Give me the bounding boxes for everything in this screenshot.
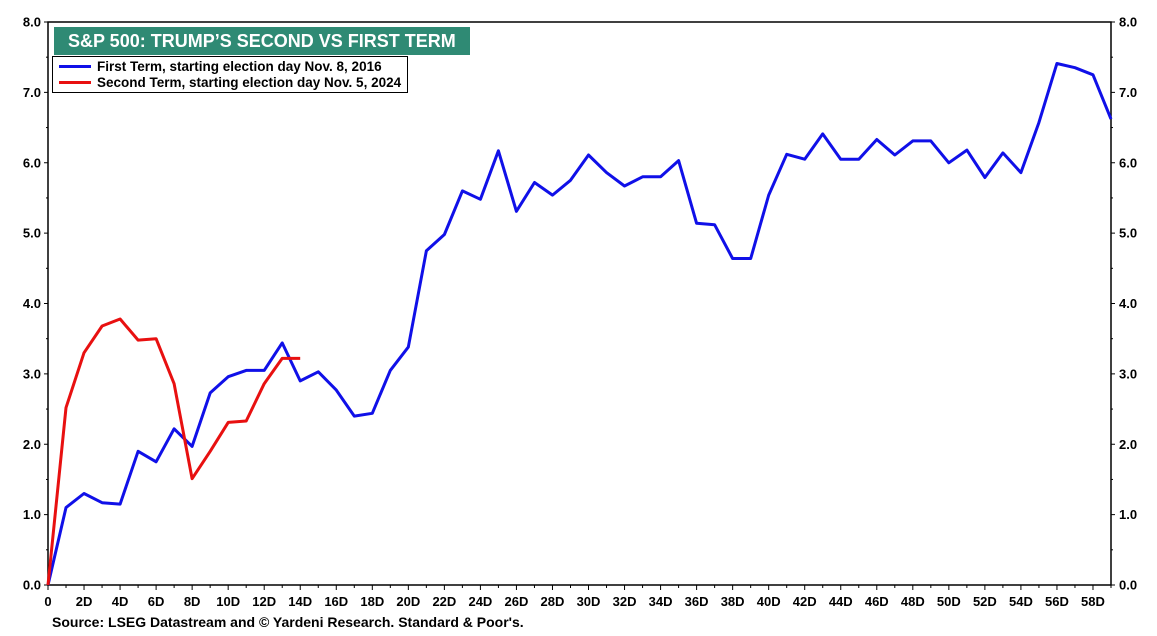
x-tick-label: 18D <box>360 594 384 609</box>
x-tick-label: 50D <box>937 594 961 609</box>
x-tick-label: 20D <box>396 594 420 609</box>
x-tick-label: 36D <box>685 594 709 609</box>
x-tick-label: 58D <box>1081 594 1105 609</box>
x-tick-label: 34D <box>649 594 673 609</box>
y-tick-label-left: 3.0 <box>23 366 41 381</box>
x-tick-label: 40D <box>757 594 781 609</box>
chart-title: S&P 500: TRUMP’S SECOND VS FIRST TERM <box>54 27 470 55</box>
y-tick-label-left: 8.0 <box>23 15 41 30</box>
x-tick-label: 32D <box>613 594 637 609</box>
legend-label-second-term: Second Term, starting election day Nov. … <box>97 74 402 90</box>
x-tick-label: 16D <box>324 594 348 609</box>
y-tick-label-right: 8.0 <box>1119 15 1137 30</box>
y-tick-label-right: 1.0 <box>1119 507 1137 522</box>
series-line-second-term <box>46 317 301 586</box>
x-tick-label: 0 <box>44 594 51 609</box>
x-tick-label: 14D <box>288 594 312 609</box>
y-tick-label-left: 5.0 <box>23 226 41 241</box>
legend: First Term, starting election day Nov. 8… <box>52 56 409 93</box>
legend-item-second-term: Second Term, starting election day Nov. … <box>59 74 401 90</box>
y-tick-label-left: 6.0 <box>23 155 41 170</box>
series-line-first-term <box>46 62 1113 586</box>
y-tick-label-left: 0.0 <box>23 578 41 593</box>
y-tick-label-left: 7.0 <box>23 85 41 100</box>
x-tick-label: 52D <box>973 594 997 609</box>
source-note: Source: LSEG Datastream and © Yardeni Re… <box>52 614 524 630</box>
x-tick-label: 30D <box>577 594 601 609</box>
x-tick-label: 8D <box>184 594 201 609</box>
y-axis-left: 0.0 1.0 2.0 3.0 4.0 5.0 6.0 7.0 8.0 <box>23 15 48 593</box>
y-tick-label-left: 4.0 <box>23 296 41 311</box>
y-tick-label-left: 2.0 <box>23 437 41 452</box>
y-tick-label-right: 5.0 <box>1119 226 1137 241</box>
x-tick-label: 6D <box>148 594 165 609</box>
legend-item-first-term: First Term, starting election day Nov. 8… <box>59 58 401 74</box>
y-tick-label-right: 6.0 <box>1119 155 1137 170</box>
y-tick-label-right: 4.0 <box>1119 296 1137 311</box>
y-axis-right: 0.0 1.0 2.0 3.0 4.0 5.0 6.0 7.0 8.0 <box>1111 15 1137 593</box>
x-tick-label: 12D <box>252 594 276 609</box>
x-tick-label: 42D <box>793 594 817 609</box>
y-tick-label-left: 1.0 <box>23 507 41 522</box>
y-tick-label-right: 3.0 <box>1119 366 1137 381</box>
x-axis: 0 2D 4D 6D 8D 10D 12D 14D 16D 18D 20D 22D 24D 26D 28D 3… <box>44 585 1112 609</box>
x-tick-label: 2D <box>76 594 93 609</box>
x-tick-label: 46D <box>865 594 889 609</box>
x-tick-label: 56D <box>1045 594 1069 609</box>
plot-area <box>47 21 1112 586</box>
x-tick-label: 26D <box>505 594 529 609</box>
legend-label-first-term: First Term, starting election day Nov. 8… <box>97 58 382 74</box>
legend-swatch-first-term <box>59 64 91 68</box>
y-tick-label-right: 2.0 <box>1119 437 1137 452</box>
x-tick-label: 24D <box>468 594 492 609</box>
x-tick-label: 38D <box>721 594 745 609</box>
x-tick-label: 44D <box>829 594 853 609</box>
y-tick-label-right: 0.0 <box>1119 578 1137 593</box>
x-tick-label: 54D <box>1009 594 1033 609</box>
series-lines <box>46 62 1113 586</box>
x-tick-label: 4D <box>112 594 129 609</box>
x-tick-label: 48D <box>901 594 925 609</box>
chart-title-text: S&P 500: TRUMP’S SECOND VS FIRST TERM <box>68 30 456 51</box>
x-tick-label: 22D <box>432 594 456 609</box>
y-tick-label-right: 7.0 <box>1119 85 1137 100</box>
x-tick-label: 28D <box>541 594 565 609</box>
x-tick-label: 10D <box>216 594 240 609</box>
legend-swatch-second-term <box>59 80 91 84</box>
